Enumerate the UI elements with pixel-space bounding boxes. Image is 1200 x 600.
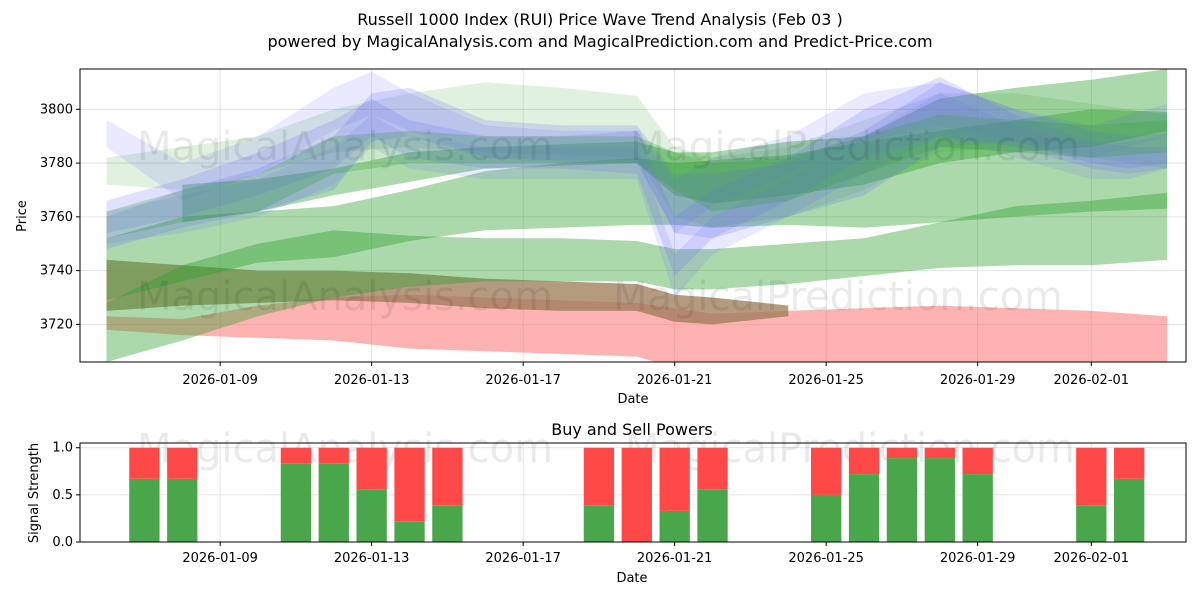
power-panel: Buy and Sell Powers MagicalAnalysis.com … — [27, 420, 1187, 586]
sell-bar — [583, 447, 615, 506]
sell-bar — [356, 447, 387, 490]
watermark-analysis-mid: MagicalAnalysis.com — [137, 274, 553, 320]
power-title: Buy and Sell Powers — [551, 420, 713, 439]
band-blue-b — [106, 77, 1168, 276]
price-y-label: Price — [15, 200, 30, 232]
band-green-wide-low — [106, 109, 1168, 301]
power-y-label: Signal Strength — [27, 443, 42, 543]
buy-bar — [697, 489, 728, 542]
price-y-ticks: 3720 3740 3760 3780 3800 — [40, 102, 80, 332]
buy-bar — [962, 474, 993, 542]
buy-bar — [811, 494, 842, 542]
buy-bar — [583, 505, 615, 542]
buy-bar — [129, 478, 160, 542]
band-red-forecast — [106, 294, 1168, 362]
band-green-top — [182, 69, 1168, 223]
price-axes-frame — [79, 68, 1187, 363]
price-x-tick-label: 2026-01-17 — [485, 373, 561, 388]
price-x-ticks: 2026-01-09 2026-01-13 2026-01-17 2026-01-21… — [182, 362, 1129, 388]
price-x-tick-label: 2026-01-29 — [940, 373, 1016, 388]
price-y-tick-label: 3720 — [40, 317, 73, 332]
price-y-tick-label: 3760 — [40, 210, 73, 225]
buy-bar — [356, 489, 387, 542]
buy-bar — [394, 521, 425, 542]
sell-bar — [659, 447, 690, 511]
chart-subtitle: powered by MagicalAnalysis.com and Magic… — [267, 32, 932, 51]
band-brown-band — [106, 259, 789, 325]
watermark-prediction-mid: MagicalPrediction.com — [613, 274, 1063, 320]
sell-bar — [886, 447, 918, 459]
sell-bar — [1114, 447, 1145, 479]
power-x-tick-label: 2026-01-29 — [940, 551, 1016, 566]
band-green-wide-mid — [106, 192, 1168, 362]
power-x-tick-label: 2026-01-17 — [485, 551, 561, 566]
power-axes-frame — [79, 442, 1187, 543]
price-panel: MagicalAnalysis.com MagicalPrediction.co… — [15, 68, 1187, 407]
price-x-tick-label: 2026-01-25 — [788, 373, 864, 388]
price-x-tick-label: 2026-01-13 — [334, 373, 410, 388]
band-blue-c — [106, 71, 1168, 233]
buy-bar — [280, 463, 312, 542]
sell-bar — [1076, 447, 1107, 506]
price-bands — [106, 69, 1168, 362]
watermark-prediction-top: MagicalPrediction.com — [630, 124, 1080, 170]
sell-bar — [924, 447, 955, 459]
buy-bar — [432, 505, 463, 542]
power-x-ticks: 2026-01-09 2026-01-13 2026-01-17 2026-01-21… — [182, 542, 1129, 566]
buy-bar — [1076, 505, 1107, 542]
price-y-tick-label: 3780 — [40, 156, 73, 171]
price-x-tick-label: 2026-02-01 — [1054, 373, 1130, 388]
price-x-label: Date — [617, 392, 648, 407]
buy-bar — [848, 474, 880, 542]
power-y-tick-label: 0.0 — [52, 535, 73, 550]
band-green-light — [106, 82, 1168, 228]
power-x-tick-label: 2026-01-25 — [788, 551, 864, 566]
sell-bar — [811, 447, 842, 495]
buy-bar — [1114, 478, 1145, 542]
sell-bar — [318, 447, 349, 464]
sell-bar — [167, 447, 198, 479]
watermark-analysis-top: MagicalAnalysis.com — [137, 124, 553, 170]
power-x-tick-label: 2026-02-01 — [1054, 551, 1130, 566]
power-x-label: Date — [616, 571, 647, 586]
sell-bar — [394, 447, 425, 522]
power-x-tick-label: 2026-01-21 — [637, 551, 713, 566]
power-y-tick-label: 1.0 — [52, 441, 73, 456]
price-y-tick-label: 3800 — [40, 102, 73, 117]
sell-bar — [432, 447, 463, 506]
sell-bar — [848, 447, 880, 475]
buy-bar — [886, 458, 918, 542]
buy-bar — [924, 458, 955, 542]
power-x-tick-label: 2026-01-13 — [334, 551, 410, 566]
buy-bar — [167, 478, 198, 542]
power-bars — [129, 447, 1145, 542]
price-y-tick-label: 3740 — [40, 264, 73, 279]
power-y-tick-label: 0.5 — [52, 488, 73, 503]
band-green-mix — [106, 114, 1168, 239]
buy-bar — [659, 510, 690, 542]
price-x-tick-label: 2026-01-09 — [182, 373, 258, 388]
band-blue-a — [106, 82, 1168, 250]
band-blue-d — [106, 93, 1168, 298]
sell-bar — [962, 447, 993, 475]
price-x-tick-label: 2026-01-21 — [637, 373, 713, 388]
buy-bar — [318, 463, 349, 542]
sell-bar — [129, 447, 160, 479]
power-y-ticks: 0.0 0.5 1.0 — [52, 441, 80, 550]
chart-title: Russell 1000 Index (RUI) Price Wave Tren… — [357, 10, 842, 29]
power-x-tick-label: 2026-01-09 — [182, 551, 258, 566]
sell-bar — [697, 447, 728, 490]
sell-bar — [280, 447, 312, 464]
sell-bar — [621, 447, 652, 542]
